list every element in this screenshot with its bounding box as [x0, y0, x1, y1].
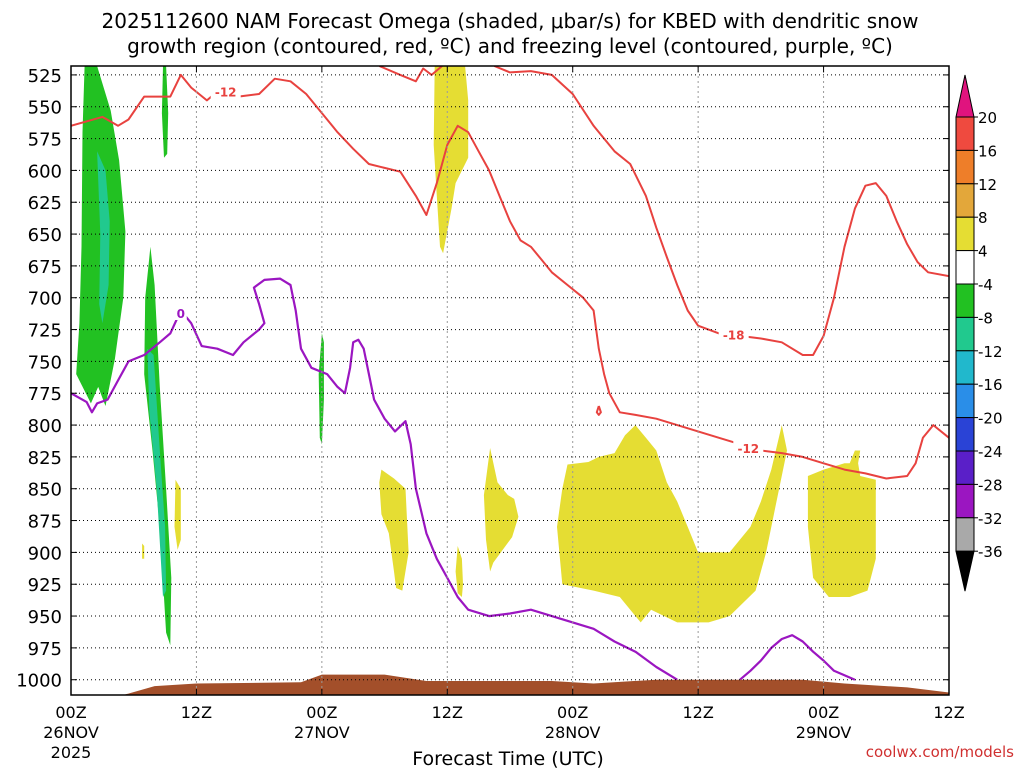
colorbar-label: 20 [978, 109, 997, 127]
colorbar-swatch [955, 250, 975, 285]
y-tick-label: 750 [28, 352, 62, 373]
colorbar-swatch [955, 350, 975, 385]
x-tick-label: 00Z [557, 703, 588, 722]
freezing-level-contour-2 [739, 634, 856, 681]
omega-shade-region [433, 66, 469, 254]
colorbar-label: -20 [978, 410, 1003, 428]
x-tick-label: 29NOV [796, 723, 852, 742]
omega-shade-region [557, 425, 787, 623]
chart-title-line1: 2025112600 NAM Forecast Omega (shaded, μ… [102, 9, 919, 33]
temp-contour-label: -12 [215, 85, 237, 99]
credit-text: coolwx.com/models [866, 743, 1014, 761]
freezing-level-contour [71, 277, 678, 681]
colorbar-label: 16 [978, 142, 997, 160]
omega-shade-region [97, 151, 110, 324]
colorbar-label: -32 [978, 510, 1003, 528]
y-tick-label: 525 [28, 66, 62, 87]
colorbar-swatch [955, 316, 975, 352]
colorbar-label: -4 [978, 276, 993, 294]
colorbar-label: -16 [978, 376, 1003, 394]
x-tick-label: 2025 [51, 743, 92, 762]
y-tick-label: 725 [28, 321, 62, 342]
x-tick-label: 28NOV [545, 723, 601, 742]
colorbar-swatch [955, 283, 975, 318]
x-tick-label: 27NOV [294, 723, 350, 742]
y-tick-label: 550 [28, 98, 62, 119]
plot-frame [70, 65, 950, 696]
y-tick-label: 650 [28, 225, 62, 246]
y-tick-label: 575 [28, 130, 62, 151]
plot-area: -12 -18 -12 0 525 550 575 600 625 650 675 700 725 750… [16, 65, 965, 762]
freezing-label-bg [174, 305, 187, 321]
omega-shade-region [379, 469, 409, 591]
y-tick-label: 675 [28, 257, 62, 278]
temp-label-bg [733, 439, 764, 455]
colorbar-label: -28 [978, 476, 1003, 494]
x-tick-label: 12Z [432, 703, 463, 722]
temp-label-bg [210, 83, 241, 99]
y-tick-label: 925 [28, 575, 62, 596]
colorbar-swatch [955, 149, 975, 185]
colorbar-swatch [955, 383, 975, 419]
y-tick-label: 875 [28, 512, 62, 533]
chart-title-line2: growth region (contoured, red, ºC) and f… [127, 34, 893, 58]
omega-shade-region [161, 66, 169, 158]
omega-shade-region [142, 543, 145, 559]
colorbar-swatch [955, 517, 975, 552]
colorbar-label: 8 [978, 209, 988, 227]
colorbar-label: -24 [978, 443, 1003, 461]
omega-shade-region [807, 450, 876, 597]
x-axis-label: Forecast Time (UTC) [412, 748, 603, 768]
y-tick-label: 625 [28, 193, 62, 214]
colorbar: 20 16 12 8 4 -4 -8 -12 -16 -20 -24 -28 -32 -36 [955, 74, 1003, 592]
colorbar-label: -12 [978, 343, 1003, 361]
temperature-contour [595, 405, 602, 416]
x-tick-label: 12Z [181, 703, 212, 722]
colorbar-label: 4 [978, 243, 988, 261]
x-tick-label: 12Z [682, 703, 713, 722]
y-tick-label: 825 [28, 448, 62, 469]
x-tick-label: 12Z [933, 703, 964, 722]
temp-contour-label: -18 [723, 329, 745, 343]
y-tick-label: 975 [28, 639, 62, 660]
colorbar-swatch [955, 116, 975, 151]
temp-label-bg [718, 326, 749, 342]
colorbar-label: -36 [978, 543, 1003, 561]
colorbar-swatch [955, 450, 975, 485]
terrain-fill [71, 674, 949, 695]
omega-shade-region [174, 479, 181, 550]
colorbar-label: 12 [978, 176, 997, 194]
omega-shade-region [483, 448, 519, 572]
freezing-contour-label: 0 [177, 307, 185, 321]
y-tick-label: 800 [28, 416, 62, 437]
y-tick-label: 600 [28, 161, 62, 182]
temp-contour-label: -12 [737, 442, 759, 456]
y-tick-label: 775 [28, 384, 62, 405]
colorbar-swatch [955, 216, 975, 252]
plot-clip-group [71, 66, 949, 695]
colorbar-swatch [955, 417, 975, 452]
x-tick-label: 26NOV [43, 723, 99, 742]
temperature-contour [493, 66, 949, 356]
x-tick-label: 00Z [306, 703, 337, 722]
colorbar-swatch [955, 183, 975, 218]
omega-shade-region [455, 546, 463, 597]
omega-shade-region [147, 348, 167, 597]
colorbar-bottom-arrow [955, 550, 975, 592]
y-tick-label: 950 [28, 607, 62, 628]
y-tick-label: 700 [28, 289, 62, 310]
colorbar-swatch [955, 483, 975, 519]
colorbar-label: -8 [978, 309, 993, 327]
x-tick-label: 00Z [55, 703, 86, 722]
y-tick-label: 850 [28, 480, 62, 501]
y-tick-label: 900 [28, 543, 62, 564]
y-tick-label: 1000 [16, 671, 62, 692]
x-tick-label: 00Z [808, 703, 839, 722]
